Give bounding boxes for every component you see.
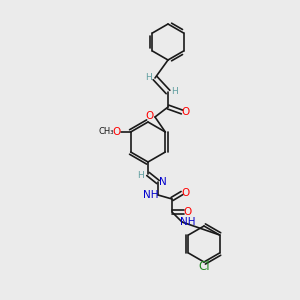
Text: O: O <box>184 207 192 217</box>
Text: H: H <box>146 73 152 82</box>
Text: NH: NH <box>180 217 196 227</box>
Text: N: N <box>159 177 167 187</box>
Text: O: O <box>182 107 190 117</box>
Text: O: O <box>182 188 190 198</box>
Text: CH₃: CH₃ <box>99 128 114 136</box>
Text: H: H <box>138 170 144 179</box>
Text: NH: NH <box>143 190 159 200</box>
Text: Cl: Cl <box>198 260 210 274</box>
Text: O: O <box>112 127 121 137</box>
Text: O: O <box>146 111 154 121</box>
Text: H: H <box>171 86 177 95</box>
